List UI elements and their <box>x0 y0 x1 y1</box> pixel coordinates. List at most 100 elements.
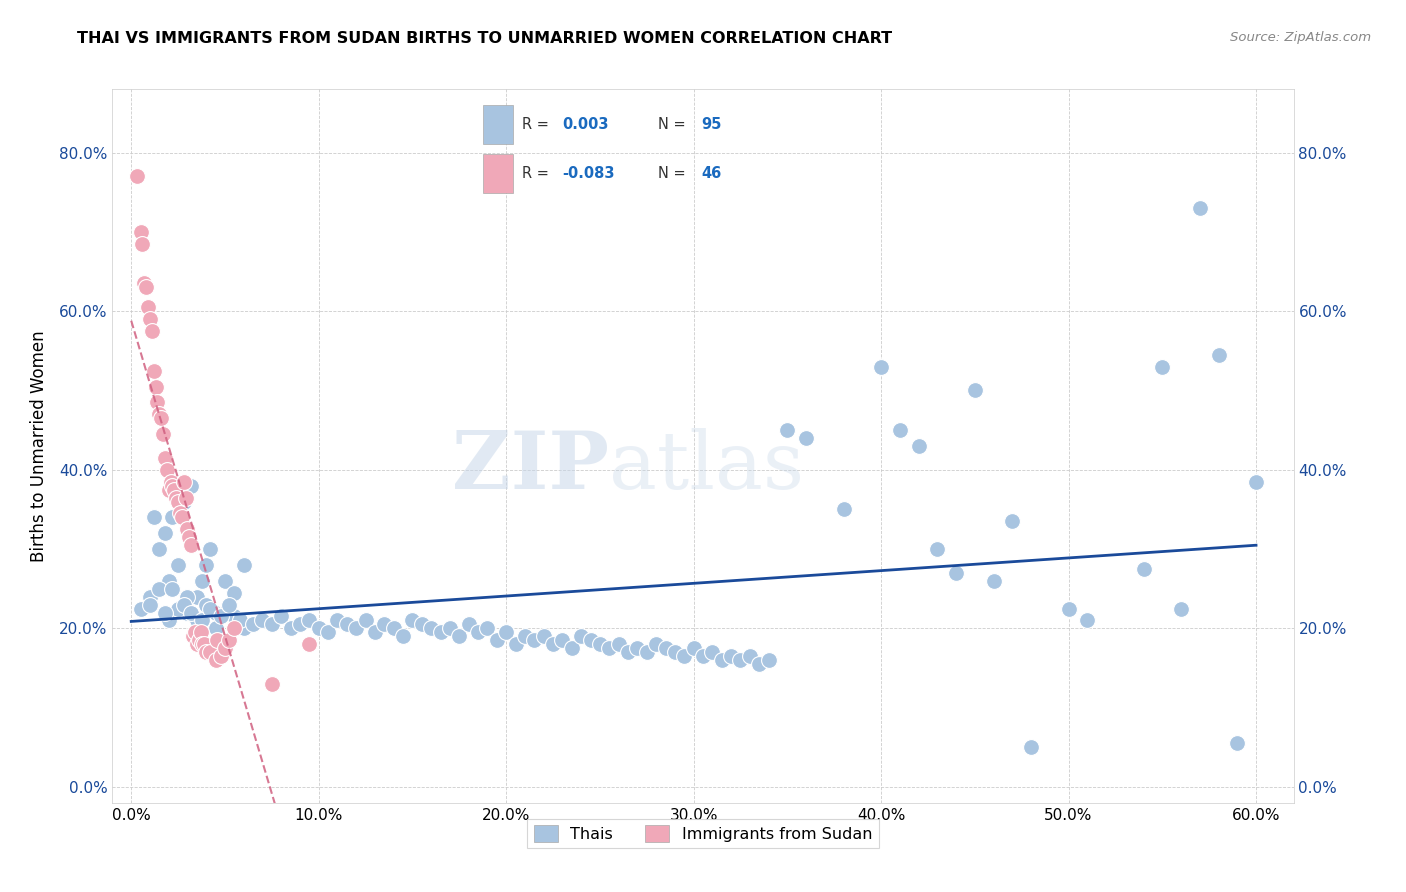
Point <box>607 637 630 651</box>
Point <box>645 637 668 651</box>
Point <box>198 542 221 557</box>
Point <box>551 633 574 648</box>
Point <box>449 629 471 643</box>
Point <box>411 617 433 632</box>
Point <box>541 637 564 651</box>
Point <box>191 574 214 588</box>
Point <box>1057 601 1080 615</box>
Point <box>280 621 302 635</box>
Point <box>579 633 602 648</box>
Point <box>344 621 367 635</box>
Point <box>1188 201 1211 215</box>
Point <box>218 598 240 612</box>
Point <box>139 598 162 612</box>
Point <box>141 324 163 338</box>
Point <box>260 617 283 632</box>
Point <box>186 637 208 651</box>
Point <box>214 574 236 588</box>
Point <box>204 621 226 635</box>
Point <box>260 677 283 691</box>
Text: THAI VS IMMIGRANTS FROM SUDAN BIRTHS TO UNMARRIED WOMEN CORRELATION CHART: THAI VS IMMIGRANTS FROM SUDAN BIRTHS TO … <box>77 31 893 46</box>
Point <box>187 633 209 648</box>
Point <box>152 427 174 442</box>
Point <box>232 558 254 572</box>
Point <box>364 625 387 640</box>
Point <box>495 625 517 640</box>
Point <box>224 621 246 635</box>
Point <box>1170 601 1192 615</box>
Point <box>180 606 202 620</box>
Point <box>204 653 226 667</box>
Point <box>242 617 264 632</box>
Point <box>214 641 236 656</box>
Point <box>298 637 321 651</box>
Legend: Thais, Immigrants from Sudan: Thais, Immigrants from Sudan <box>527 819 879 848</box>
Point <box>710 653 733 667</box>
Point <box>162 510 184 524</box>
Point <box>139 312 162 326</box>
Point <box>1152 359 1174 374</box>
Point <box>139 590 162 604</box>
Point <box>270 609 292 624</box>
Point <box>180 538 202 552</box>
Point <box>193 637 215 651</box>
Point <box>963 384 986 398</box>
Point <box>505 637 527 651</box>
Point <box>195 598 218 612</box>
Point <box>207 633 229 648</box>
Point <box>129 225 152 239</box>
Point <box>232 621 254 635</box>
Point <box>1208 348 1230 362</box>
Point <box>176 590 198 604</box>
Point <box>167 601 190 615</box>
Point <box>174 491 197 505</box>
Point <box>170 510 193 524</box>
Point <box>204 606 226 620</box>
Point <box>157 574 180 588</box>
Point <box>1019 740 1042 755</box>
Point <box>1076 614 1098 628</box>
Point <box>429 625 451 640</box>
Point <box>157 483 180 497</box>
Point <box>163 483 186 497</box>
Point <box>477 621 499 635</box>
Point <box>288 617 311 632</box>
Text: atlas: atlas <box>609 428 804 507</box>
Point <box>636 645 658 659</box>
Point <box>176 606 198 620</box>
Point <box>316 625 339 640</box>
Point <box>832 502 855 516</box>
Point <box>354 614 377 628</box>
Point <box>673 649 696 664</box>
Point <box>159 475 181 489</box>
Point <box>336 617 359 632</box>
Point <box>533 629 555 643</box>
Point <box>153 606 176 620</box>
Point <box>191 614 214 628</box>
Point <box>927 542 949 557</box>
Point <box>176 522 198 536</box>
Point <box>218 633 240 648</box>
Point <box>373 617 395 632</box>
Point <box>664 645 686 659</box>
Point <box>513 629 536 643</box>
Point <box>134 277 156 291</box>
Point <box>173 598 195 612</box>
Point <box>457 617 479 632</box>
Point <box>485 633 508 648</box>
Y-axis label: Births to Unmarried Women: Births to Unmarried Women <box>30 330 48 562</box>
Point <box>776 423 799 437</box>
Point <box>157 614 180 628</box>
Point <box>135 280 157 294</box>
Point <box>145 379 167 393</box>
Point <box>523 633 546 648</box>
Point <box>794 431 817 445</box>
Point <box>153 526 176 541</box>
Point <box>308 621 330 635</box>
Point <box>162 582 184 596</box>
Point <box>626 641 648 656</box>
Point <box>136 300 159 314</box>
Point <box>191 637 214 651</box>
Point <box>167 494 190 508</box>
Point <box>129 601 152 615</box>
